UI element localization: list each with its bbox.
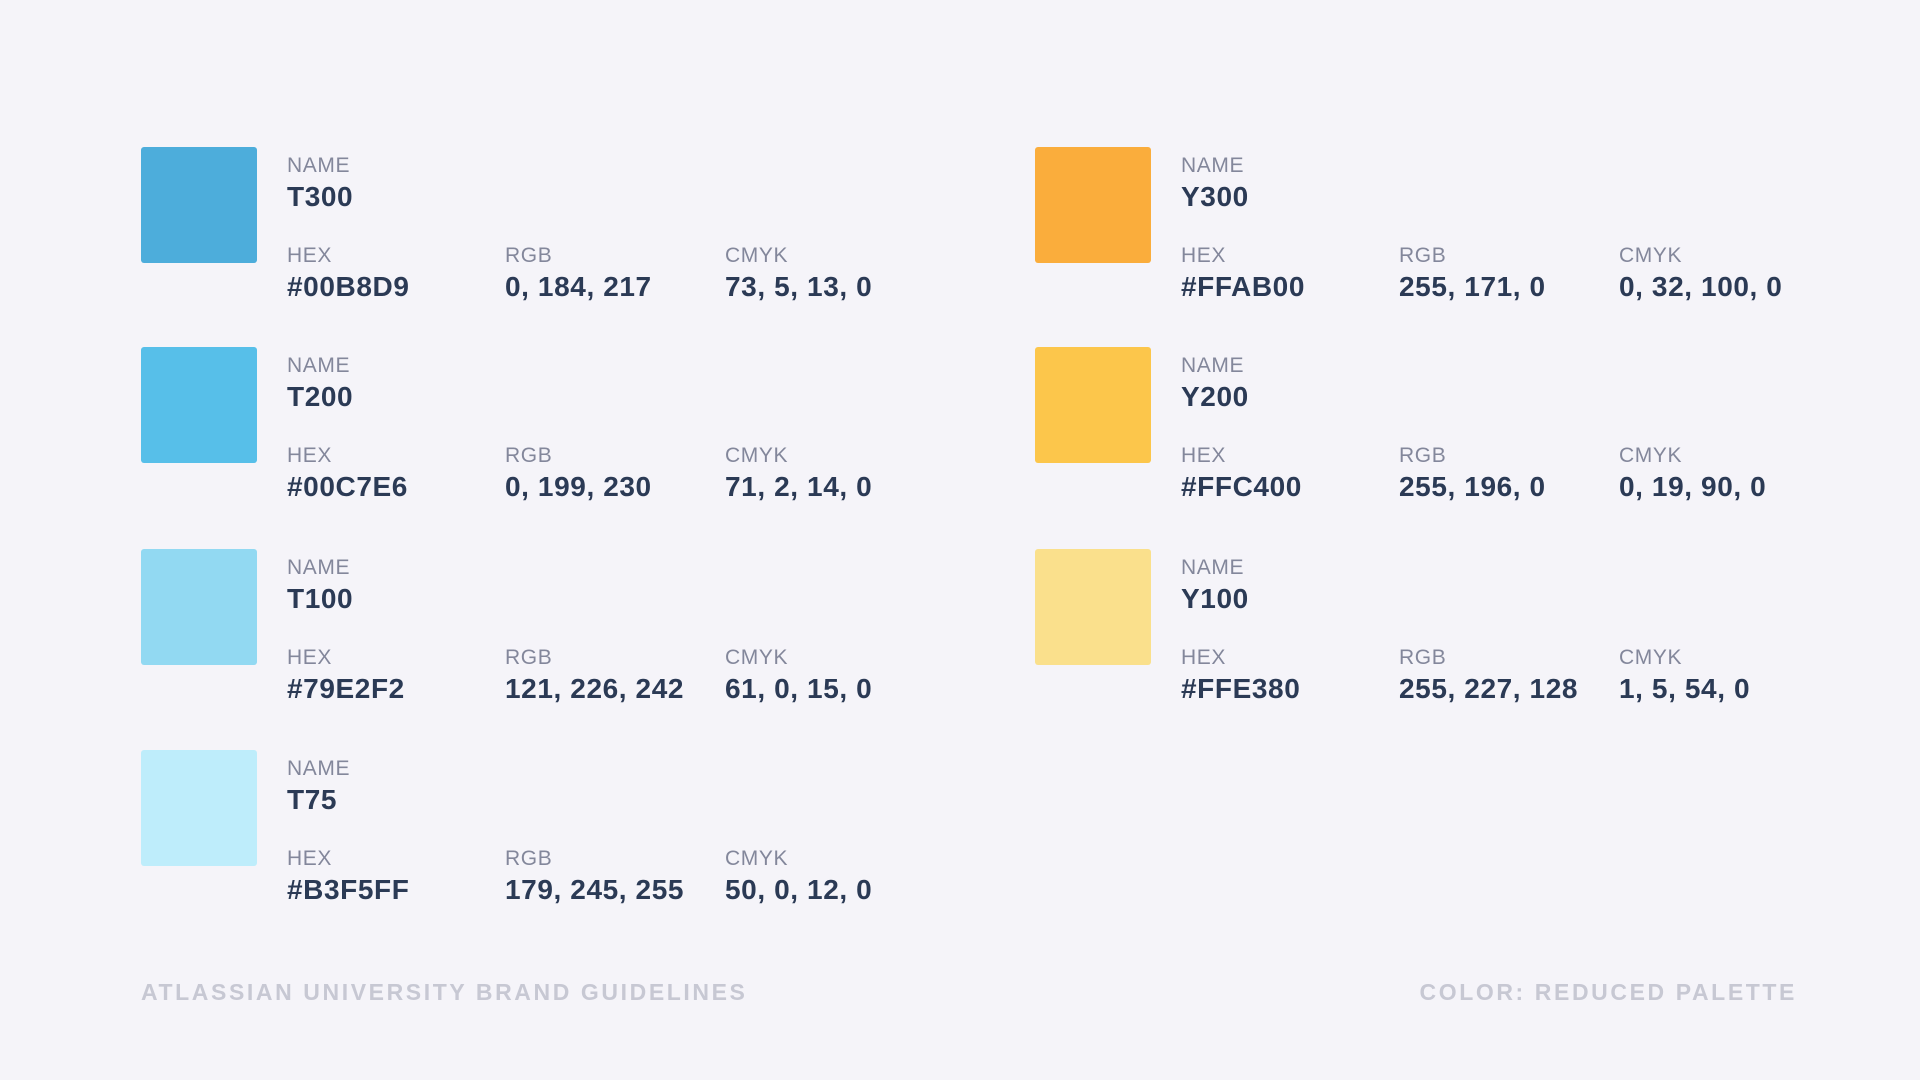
rgb-value: 255, 171, 0 — [1399, 271, 1546, 302]
rgb-label: RGB — [505, 444, 553, 467]
name-label: NAME — [1181, 154, 1245, 177]
hex-value: #79E2F2 — [287, 673, 405, 704]
cmyk-value: 73, 5, 13, 0 — [725, 271, 873, 302]
rgb-value: 0, 199, 230 — [505, 471, 652, 502]
cmyk-label: CMYK — [725, 847, 789, 870]
hex-label: HEX — [1181, 444, 1226, 467]
color-swatch — [141, 750, 257, 866]
name-value: T200 — [287, 381, 354, 412]
cmyk-label: CMYK — [1619, 244, 1683, 267]
rgb-label: RGB — [1399, 444, 1447, 467]
color-entry: NAME T75 HEX #B3F5FF RGB 179, 245, 255 C… — [141, 750, 941, 920]
rgb-label: RGB — [505, 244, 553, 267]
name-value: T75 — [287, 784, 338, 815]
hex-label: HEX — [1181, 244, 1226, 267]
name-value: Y200 — [1181, 381, 1249, 412]
color-entry: NAME T100 HEX #79E2F2 RGB 121, 226, 242 … — [141, 549, 941, 719]
cmyk-value: 0, 19, 90, 0 — [1619, 471, 1767, 502]
cmyk-value: 61, 0, 15, 0 — [725, 673, 873, 704]
hex-label: HEX — [287, 444, 332, 467]
rgb-label: RGB — [505, 847, 553, 870]
rgb-label: RGB — [1399, 244, 1447, 267]
name-label: NAME — [287, 354, 351, 377]
rgb-value: 179, 245, 255 — [505, 874, 685, 905]
footer-section-text: COLOR: REDUCED PALETTE — [1419, 979, 1797, 1005]
color-swatch — [141, 147, 257, 263]
name-value: Y100 — [1181, 583, 1249, 614]
color-swatch — [141, 347, 257, 463]
color-entry: NAME Y100 HEX #FFE380 RGB 255, 227, 128 … — [1035, 549, 1835, 719]
name-value: T100 — [287, 583, 354, 614]
hex-value: #FFAB00 — [1181, 271, 1306, 302]
cmyk-label: CMYK — [1619, 444, 1683, 467]
rgb-label: RGB — [1399, 646, 1447, 669]
cmyk-value: 1, 5, 54, 0 — [1619, 673, 1751, 704]
hex-label: HEX — [287, 847, 332, 870]
cmyk-value: 50, 0, 12, 0 — [725, 874, 873, 905]
hex-value: #00C7E6 — [287, 471, 408, 502]
cmyk-label: CMYK — [1619, 646, 1683, 669]
hex-value: #00B8D9 — [287, 271, 410, 302]
rgb-label: RGB — [505, 646, 553, 669]
hex-label: HEX — [287, 646, 332, 669]
name-label: NAME — [287, 556, 351, 579]
name-value: T300 — [287, 181, 354, 212]
color-entry: NAME Y300 HEX #FFAB00 RGB 255, 171, 0 CM… — [1035, 147, 1835, 317]
rgb-value: 255, 196, 0 — [1399, 471, 1546, 502]
hex-value: #FFC400 — [1181, 471, 1302, 502]
color-swatch — [1035, 147, 1151, 263]
rgb-value: 255, 227, 128 — [1399, 673, 1579, 704]
hex-value: #B3F5FF — [287, 874, 410, 905]
color-entry: NAME T200 HEX #00C7E6 RGB 0, 199, 230 CM… — [141, 347, 941, 517]
footer-brand-text: ATLASSIAN UNIVERSITY BRAND GUIDELINES — [141, 979, 748, 1005]
name-label: NAME — [1181, 556, 1245, 579]
cmyk-value: 0, 32, 100, 0 — [1619, 271, 1783, 302]
color-swatch — [141, 549, 257, 665]
name-value: Y300 — [1181, 181, 1249, 212]
name-label: NAME — [287, 757, 351, 780]
color-swatch — [1035, 549, 1151, 665]
cmyk-value: 71, 2, 14, 0 — [725, 471, 873, 502]
hex-label: HEX — [1181, 646, 1226, 669]
cmyk-label: CMYK — [725, 244, 789, 267]
name-label: NAME — [1181, 354, 1245, 377]
color-entry: NAME Y200 HEX #FFC400 RGB 255, 196, 0 CM… — [1035, 347, 1835, 517]
color-swatch — [1035, 347, 1151, 463]
cmyk-label: CMYK — [725, 646, 789, 669]
rgb-value: 0, 184, 217 — [505, 271, 652, 302]
name-label: NAME — [287, 154, 351, 177]
rgb-value: 121, 226, 242 — [505, 673, 685, 704]
hex-value: #FFE380 — [1181, 673, 1301, 704]
hex-label: HEX — [287, 244, 332, 267]
cmyk-label: CMYK — [725, 444, 789, 467]
color-entry: NAME T300 HEX #00B8D9 RGB 0, 184, 217 CM… — [141, 147, 941, 317]
